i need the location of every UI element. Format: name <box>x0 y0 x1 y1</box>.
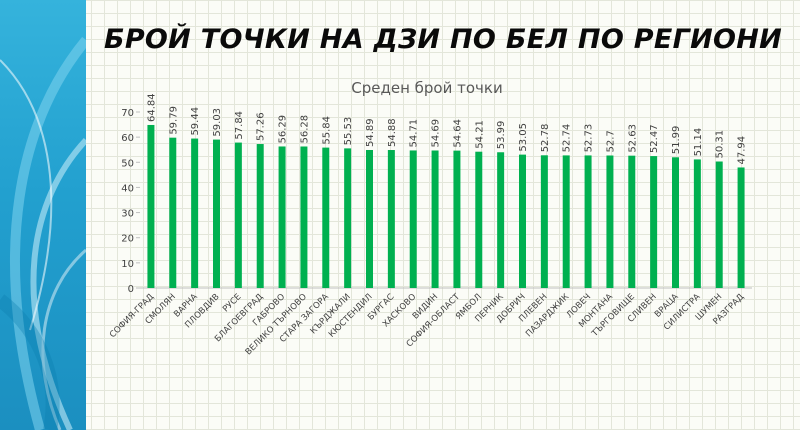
data-label: 55.53 <box>343 117 354 146</box>
data-label: 59.44 <box>190 107 201 136</box>
bar-6 <box>256 144 264 288</box>
bar-1 <box>147 124 155 288</box>
data-label: 56.29 <box>278 115 289 144</box>
data-label: 50.31 <box>715 130 726 159</box>
bar-21 <box>584 155 592 288</box>
y-tick-label: 70 <box>121 108 134 119</box>
bar-24 <box>650 156 658 288</box>
data-label: 57.84 <box>234 111 245 140</box>
bar-5 <box>234 142 242 288</box>
data-label: 54.88 <box>387 118 398 147</box>
slide-title: БРОЙ ТОЧКИ НА ДЗИ ПО БЕЛ ПО РЕГИОНИ <box>103 24 783 55</box>
data-label: 54.64 <box>452 119 463 148</box>
bar-22 <box>606 155 614 288</box>
data-label: 52.78 <box>540 124 551 153</box>
bar-27 <box>715 161 723 288</box>
data-label: 54.69 <box>431 119 442 148</box>
data-label: 57.26 <box>256 112 267 141</box>
data-label: 52.7 <box>605 130 616 152</box>
swoosh-decoration <box>0 36 86 430</box>
y-tick-label: 40 <box>121 183 134 194</box>
bar-28 <box>737 167 745 288</box>
data-label: 52.47 <box>649 124 660 153</box>
data-label: 51.14 <box>693 128 704 157</box>
data-label: 51.99 <box>671 126 682 155</box>
data-label: 52.73 <box>584 124 595 153</box>
bar-26 <box>693 159 701 288</box>
bar-10 <box>344 148 352 288</box>
data-label: 52.63 <box>627 124 638 153</box>
data-label: 56.28 <box>299 115 310 144</box>
bar-11 <box>366 149 373 288</box>
bar-16 <box>475 151 483 288</box>
y-tick-label: 60 <box>121 133 134 144</box>
data-label: 54.71 <box>409 119 420 148</box>
bar-3 <box>191 138 199 288</box>
bar-2 <box>169 137 177 288</box>
bar-14 <box>431 150 439 288</box>
bar-12 <box>387 150 395 288</box>
data-label: 54.21 <box>474 120 485 149</box>
bar-20 <box>562 155 570 288</box>
data-label: 47.94 <box>737 136 748 165</box>
data-label: 55.84 <box>321 116 332 145</box>
bar-9 <box>322 147 330 288</box>
bar-7 <box>278 146 286 288</box>
bar-8 <box>300 146 308 288</box>
data-label: 59.79 <box>168 106 179 135</box>
bar-25 <box>672 157 679 288</box>
data-label: 64.84 <box>146 93 157 122</box>
bar-19 <box>540 155 548 288</box>
bar-18 <box>519 154 526 288</box>
side-decoration-band <box>0 0 86 430</box>
bar-15 <box>453 150 461 288</box>
bar-13 <box>409 150 417 288</box>
bar-4 <box>213 139 220 288</box>
data-label: 52.74 <box>562 124 573 153</box>
y-tick-label: 30 <box>121 209 134 220</box>
data-label: 53.05 <box>518 123 529 152</box>
y-tick-label: 10 <box>121 259 134 270</box>
data-label: 59.03 <box>212 108 223 137</box>
y-tick-label: 50 <box>121 158 134 169</box>
bar-17 <box>497 152 505 288</box>
y-tick-label: 0 <box>128 284 134 295</box>
bar-23 <box>628 155 636 288</box>
chart-title: Среден брой точки <box>351 79 502 97</box>
y-tick-label: 20 <box>121 234 134 245</box>
data-label: 54.89 <box>365 118 376 147</box>
data-label: 53.99 <box>496 121 507 150</box>
